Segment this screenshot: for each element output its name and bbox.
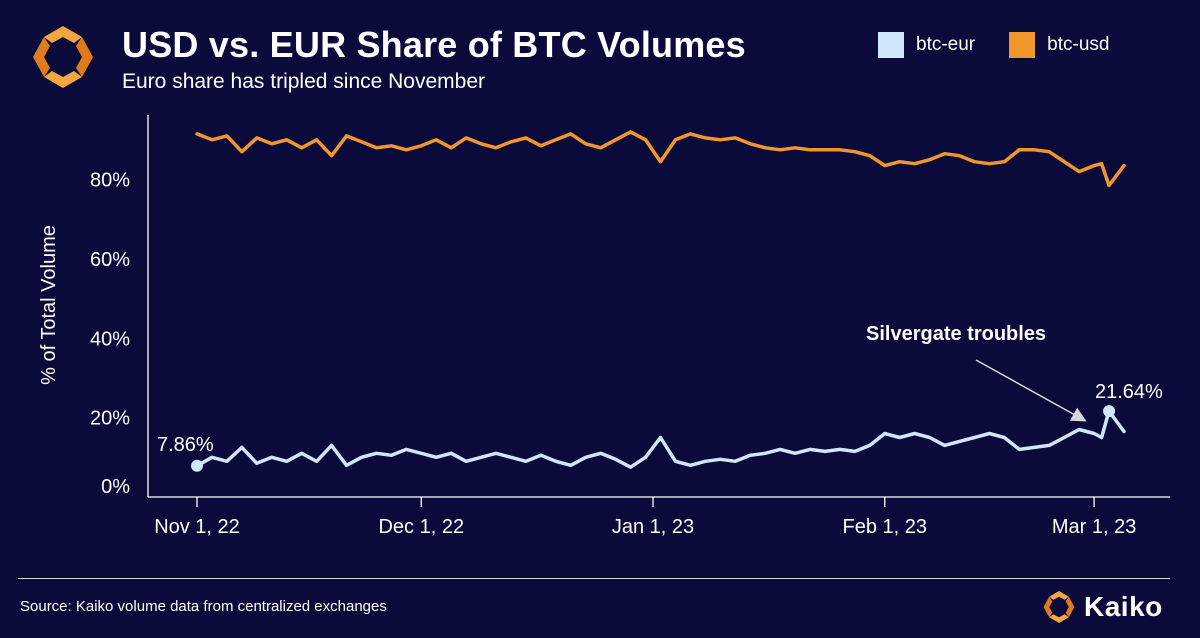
- chart-subtitle: Euro share has tripled since November: [122, 70, 486, 93]
- start-value-label: 7.86%: [157, 434, 214, 456]
- legend-label-btc-eur: btc-eur: [916, 34, 976, 55]
- series-line-btc-eur: [195, 409, 1126, 469]
- y-tick-label: 80%: [90, 170, 130, 192]
- y-axis-title: % of Total Volume: [38, 225, 60, 385]
- y-tick-label: 40%: [90, 328, 130, 350]
- legend-item-btc-usd: btc-usd: [1009, 32, 1109, 58]
- legend-swatch-btc-usd: [1009, 32, 1036, 58]
- x-tick-label: Dec 1, 22: [378, 516, 464, 538]
- x-tick-label: Nov 1, 22: [154, 516, 240, 538]
- x-tick-label: Jan 1, 23: [612, 516, 694, 538]
- annotation-silvergate-troubles: Silvergate troubles: [866, 323, 1046, 345]
- brand-name: Kaiko: [1084, 591, 1163, 622]
- kaiko-brand-icon: [1043, 591, 1075, 623]
- legend-label-btc-usd: btc-usd: [1047, 34, 1110, 55]
- annotation-arrow: [975, 359, 1087, 422]
- line-chart: 0% 20% 40% 60% 80% Nov 1, 22 Dec 1, 22 Jan 1, 2…: [38, 115, 1170, 538]
- kaiko-logo: [33, 26, 93, 88]
- brand: Kaiko: [1042, 590, 1163, 624]
- peak-value-label: 21.64%: [1095, 381, 1163, 403]
- x-tick-label: Feb 1, 23: [843, 516, 928, 538]
- legend-item-btc-eur: btc-eur: [878, 32, 975, 58]
- series-line-btc-usd: [195, 130, 1126, 188]
- peak-point-marker: [1103, 405, 1116, 418]
- legend-swatch-btc-eur: [878, 32, 904, 58]
- footer-divider: [18, 578, 1170, 579]
- x-tick-label: Mar 1, 23: [1052, 516, 1136, 538]
- y-tick-label: 0%: [101, 476, 130, 498]
- source-note: Source: Kaiko volume data from centraliz…: [20, 598, 387, 615]
- y-tick-label: 20%: [90, 408, 130, 430]
- chart-title: USD vs. EUR Share of BTC Volumes: [122, 24, 746, 65]
- y-tick-label: 60%: [90, 249, 130, 271]
- legend: btc-eur btc-usd: [878, 32, 1109, 58]
- start-point-marker: [191, 459, 203, 472]
